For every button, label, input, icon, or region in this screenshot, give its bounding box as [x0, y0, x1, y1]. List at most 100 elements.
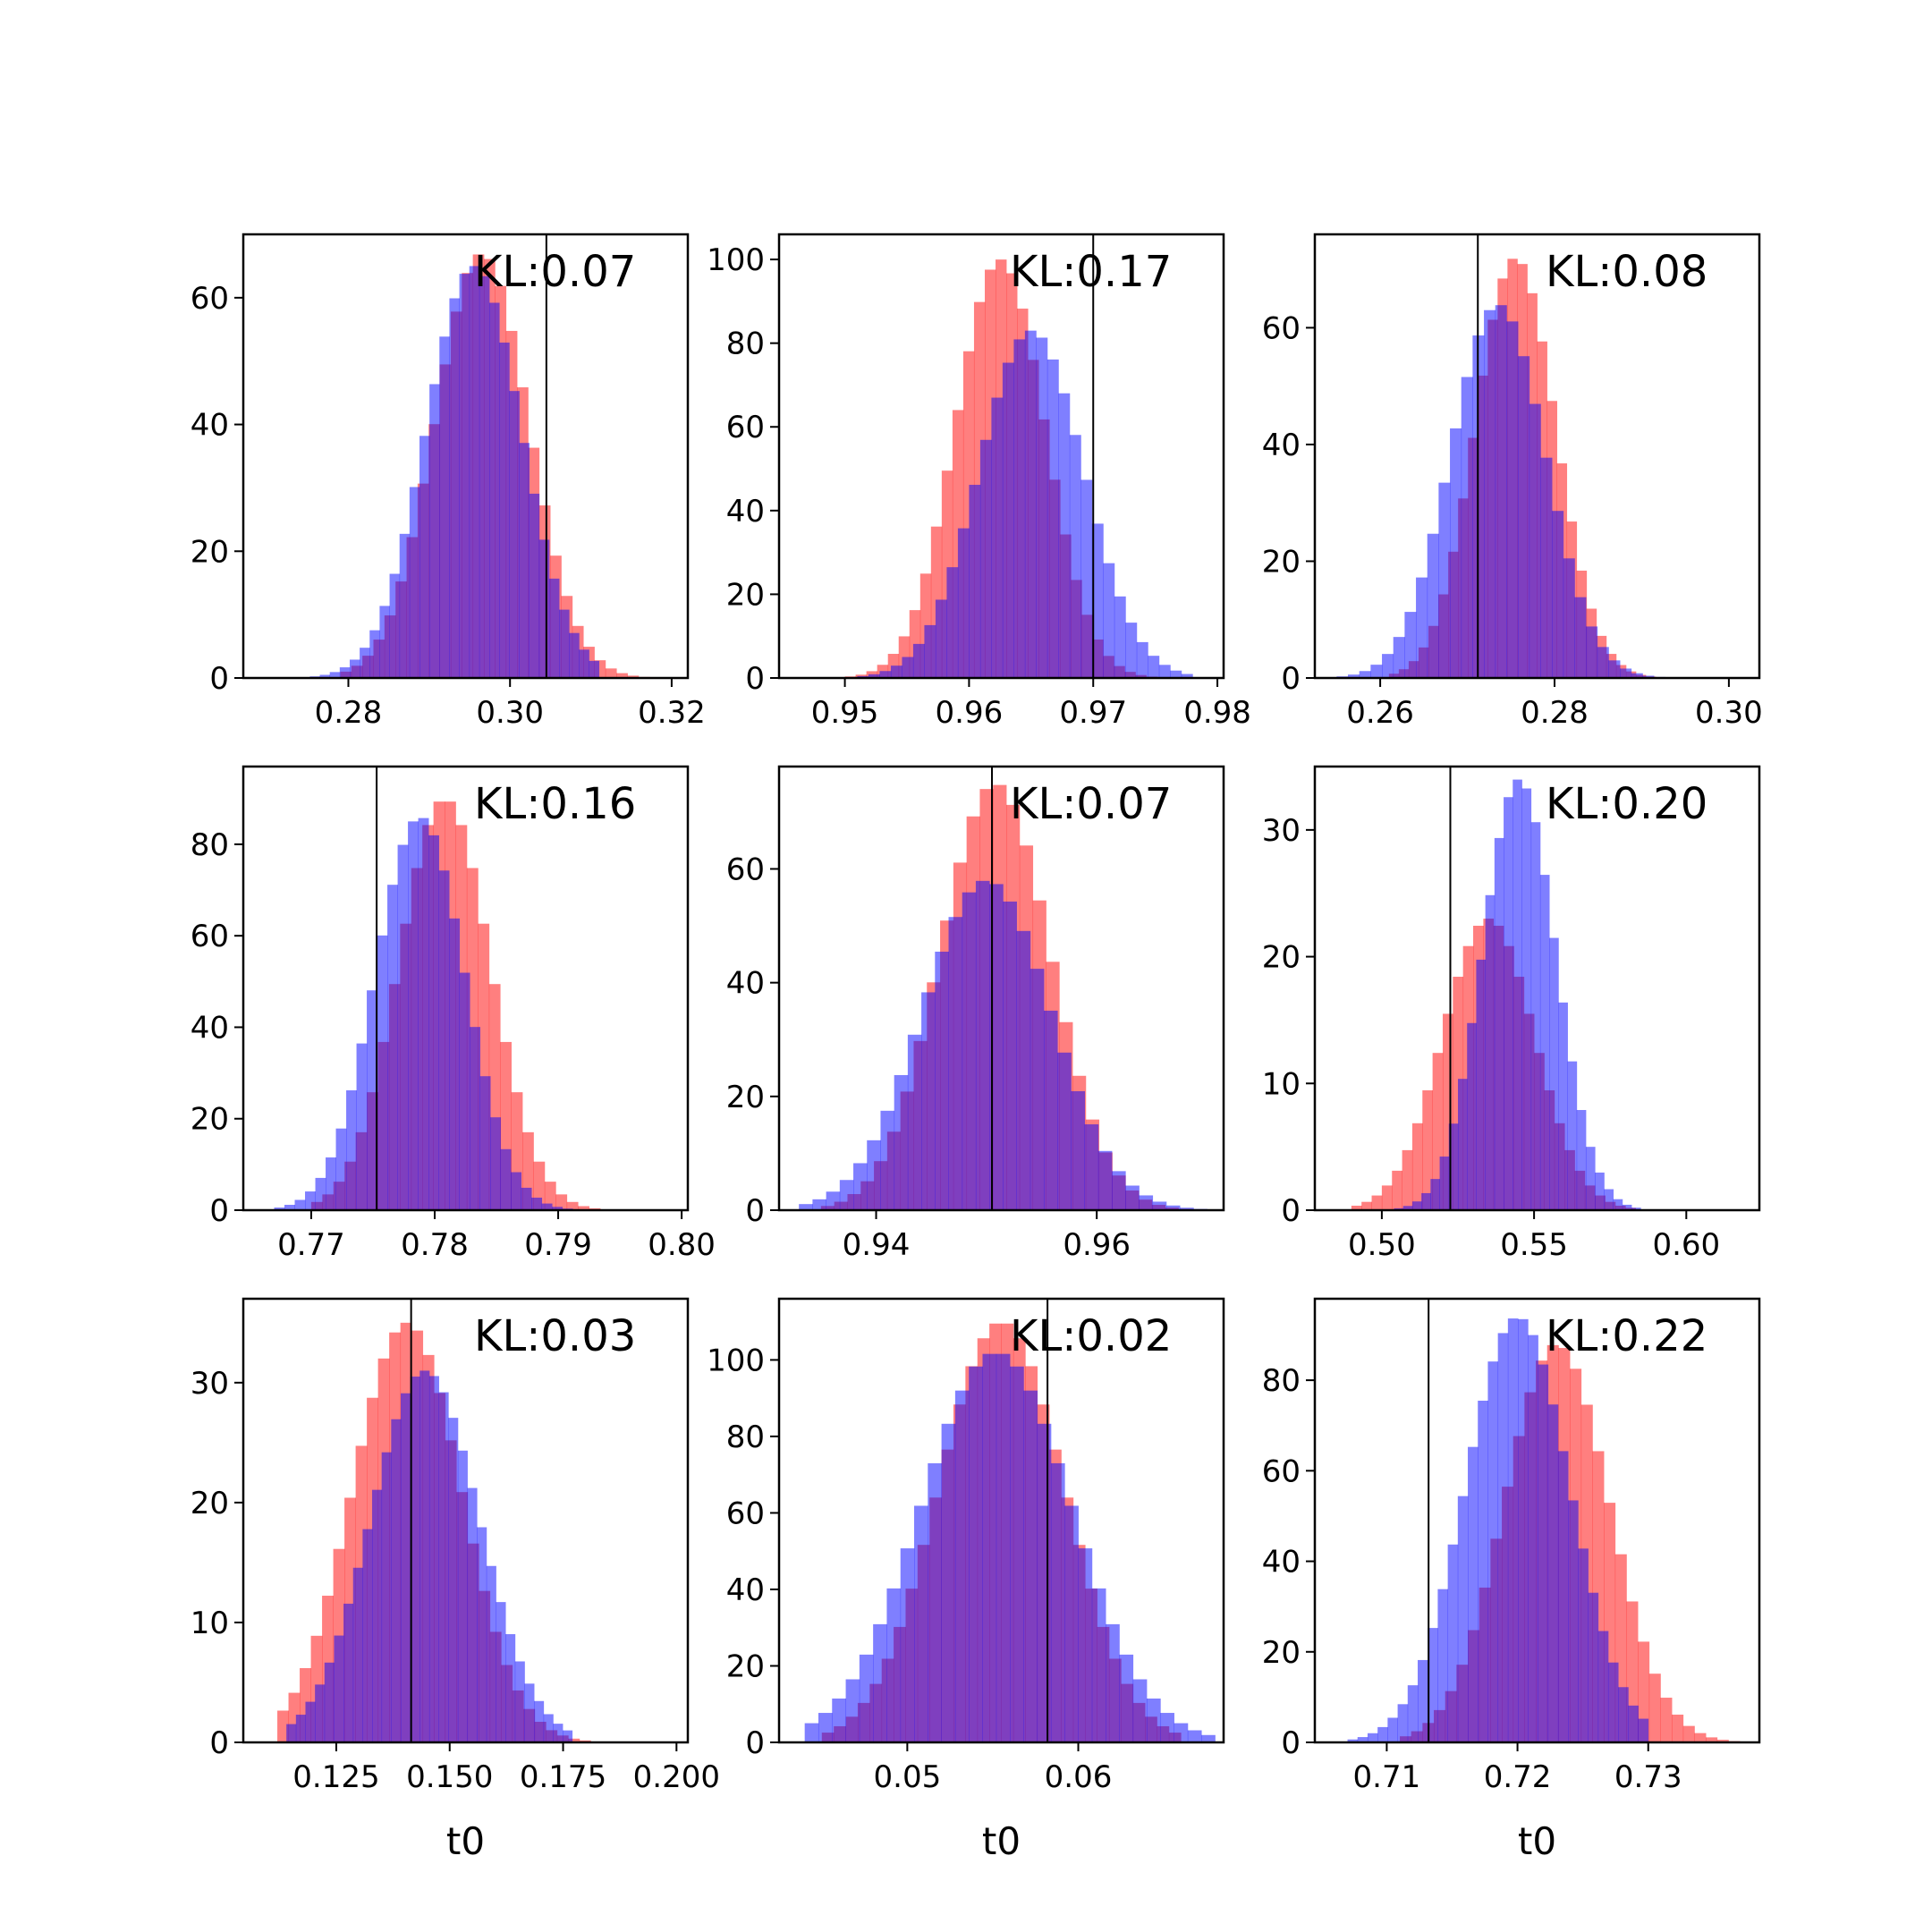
blue-histogram-bar — [305, 1702, 315, 1742]
blue-histogram-bar — [490, 1117, 501, 1210]
blue-histogram-bar — [1513, 780, 1522, 1210]
blue-histogram-bar — [924, 625, 936, 678]
y-tick-label: 60 — [1262, 1453, 1301, 1489]
y-tick-label: 40 — [1262, 1545, 1301, 1580]
blue-histogram-bar — [1518, 1319, 1529, 1742]
bars — [277, 1323, 591, 1742]
blue-histogram-bar — [840, 1180, 854, 1210]
subplot-2: 0.95 0.96 0.97 0.98020406080100 KL:0.17 — [707, 234, 1251, 731]
blue-histogram-bar — [1416, 578, 1428, 678]
blue-histogram-bar — [1174, 1724, 1189, 1742]
blue-histogram-bar — [1085, 1124, 1099, 1210]
blue-histogram-bar — [496, 1602, 505, 1742]
x-tick-label: 0.150 — [406, 1759, 493, 1795]
blue-histogram-bar — [1003, 363, 1014, 678]
blue-histogram-bar — [387, 885, 398, 1210]
bars — [845, 259, 1193, 678]
blue-histogram-bar — [913, 644, 925, 678]
x-tick-label: 0.55 — [1500, 1227, 1568, 1263]
blue-histogram-bar — [553, 1724, 563, 1742]
blue-histogram-bar — [369, 631, 380, 678]
blue-histogram-bar — [1080, 479, 1092, 678]
blue-histogram-bar — [1092, 1589, 1106, 1742]
blue-histogram-bar — [360, 648, 370, 678]
blue-histogram-bar — [419, 436, 430, 678]
bars — [805, 1324, 1216, 1742]
blue-histogram-bar — [479, 276, 490, 678]
blue-histogram-bar — [1428, 534, 1439, 678]
blue-histogram-bar — [379, 606, 390, 678]
blue-histogram-bar — [1476, 960, 1486, 1210]
blue-histogram-bar — [286, 1724, 296, 1742]
blue-histogram-bar — [439, 1393, 449, 1742]
x-axis-label: t0 — [1518, 1819, 1556, 1863]
blue-histogram-bar — [1574, 597, 1586, 678]
blue-histogram-bar — [1467, 1023, 1477, 1210]
blue-histogram-bar — [1578, 1548, 1589, 1742]
blue-histogram-bar — [1498, 1333, 1509, 1742]
y-tick-label: 40 — [726, 494, 765, 530]
blue-histogram-bar — [942, 1424, 956, 1742]
blue-histogram-bar — [1495, 838, 1504, 1210]
blue-histogram-bar — [419, 1370, 429, 1742]
blue-histogram-bar — [524, 1683, 534, 1742]
y-tick-label: 60 — [191, 281, 229, 317]
blue-histogram-bar — [1114, 597, 1126, 678]
y-tick-label: 30 — [191, 1366, 229, 1402]
y-tick-label: 100 — [707, 1343, 765, 1378]
blue-histogram-bar — [1377, 1727, 1388, 1742]
y-tick-label: 0 — [1281, 661, 1301, 697]
red-histogram-bar — [1382, 1185, 1393, 1210]
blue-histogram-bar — [1047, 360, 1059, 678]
blue-histogram-bar — [1577, 1110, 1587, 1210]
subplot-5: 0.94 0.960204060KL:0.07 — [726, 767, 1224, 1263]
blue-histogram-bar — [812, 1199, 826, 1210]
kl-annotation: KL:0.02 — [1010, 1311, 1172, 1361]
y-tick-label: 40 — [1262, 428, 1301, 463]
blue-histogram-bar — [1440, 1157, 1450, 1210]
blue-histogram-bar — [1112, 1171, 1126, 1210]
blue-histogram-bar — [1070, 435, 1081, 678]
blue-histogram-bar — [398, 845, 409, 1210]
kl-annotation: KL:0.20 — [1546, 779, 1707, 829]
blue-histogram-bar — [1458, 1079, 1468, 1210]
blue-histogram-bar — [1404, 612, 1416, 678]
blue-histogram-bar — [1528, 1335, 1538, 1742]
blue-histogram-bar — [921, 992, 936, 1210]
kl-annotation: KL:0.07 — [474, 247, 636, 297]
red-histogram-bar — [1372, 1196, 1383, 1210]
blue-histogram-bar — [489, 302, 500, 678]
blue-histogram-bar — [468, 1488, 478, 1742]
x-tick-label: 0.96 — [1063, 1227, 1131, 1263]
blue-histogram-bar — [480, 1076, 491, 1210]
y-tick-label: 40 — [726, 1572, 765, 1608]
blue-histogram-bar — [1064, 1505, 1079, 1742]
blue-histogram-bar — [400, 534, 411, 678]
blue-histogram-bar — [531, 1198, 542, 1210]
blue-histogram-bar — [1548, 1404, 1559, 1742]
blue-histogram-bar — [946, 567, 958, 678]
blue-histogram-bar — [1387, 1717, 1398, 1742]
blue-histogram-bar — [521, 1188, 532, 1210]
blue-histogram-bar — [1412, 1201, 1422, 1210]
blue-histogram-bar — [419, 818, 429, 1210]
x-tick-label: 0.06 — [1045, 1759, 1113, 1795]
x-tick-label: 0.79 — [524, 1227, 592, 1263]
blue-histogram-bar — [1540, 875, 1550, 1210]
blue-histogram-bar — [1589, 1593, 1599, 1742]
y-tick-label: 20 — [191, 1102, 229, 1138]
blue-histogram-bar — [326, 1157, 336, 1210]
subplot-8: 0.05 0.06020406080100 KL:0.02t0 — [707, 1299, 1224, 1863]
blue-histogram-bar — [539, 539, 550, 678]
blue-histogram-bar — [1368, 1733, 1378, 1742]
blue-histogram-bar — [1586, 626, 1597, 678]
x-tick-label: 0.50 — [1348, 1227, 1416, 1263]
blue-histogram-bar — [901, 1548, 915, 1742]
blue-histogram-bar — [1038, 1424, 1052, 1742]
x-tick-label: 0.94 — [843, 1227, 911, 1263]
blue-histogram-bar — [372, 1490, 382, 1742]
blue-histogram-bar — [350, 659, 360, 678]
subplot-6: 0.50 0.55 0.600102030KL:0.20 — [1262, 767, 1759, 1263]
blue-histogram-bar — [1071, 1091, 1085, 1210]
blue-histogram-bar — [1568, 1062, 1578, 1210]
